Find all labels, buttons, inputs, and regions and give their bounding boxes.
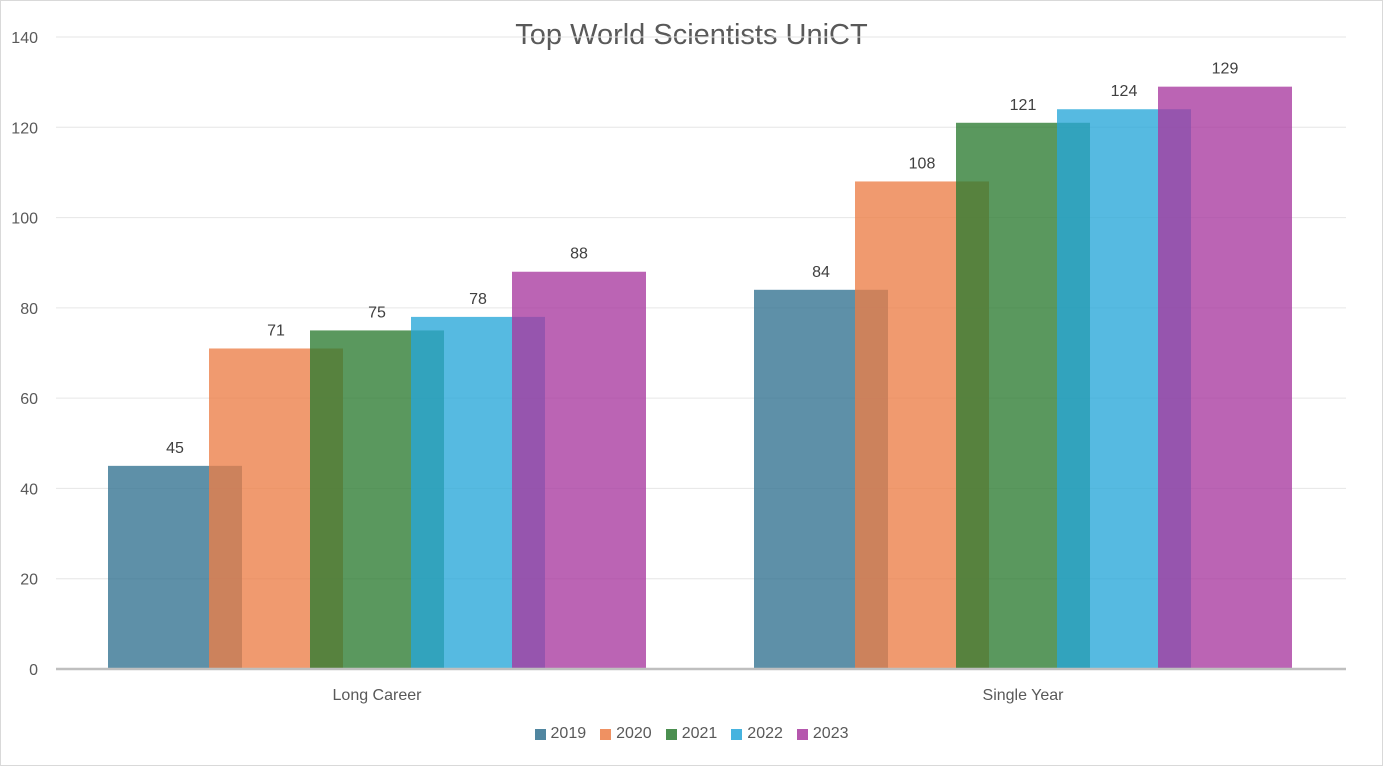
legend-item-2019: 2019 [534,725,587,743]
y-tick-label-120: 120 [11,120,38,137]
legend-item-2021: 2021 [665,725,718,743]
bar-long-career-2023 [512,271,646,669]
y-tick-label-140: 140 [11,30,38,47]
y-tick-label-60: 60 [20,391,38,408]
legend-label-2020: 2020 [616,725,652,742]
data-label-long-career-2023: 88 [570,246,588,263]
data-label-long-career-2019: 45 [166,440,184,457]
y-tick-label-100: 100 [11,211,38,228]
y-tick-label-40: 40 [20,481,38,498]
legend-swatch-2023 [796,728,808,740]
legend-label-2023: 2023 [812,725,849,742]
chart-title: Top World Scientists UniCT [515,19,868,51]
legend-label-2021: 2021 [681,725,718,742]
legend-swatch-2021 [665,728,677,740]
data-label-single-year-2019: 84 [812,264,830,281]
legend-item-2022: 2022 [731,725,783,743]
data-label-single-year-2020: 108 [909,155,936,172]
bar-single-year-2023 [1158,86,1292,669]
y-tick-label-80: 80 [20,301,38,318]
data-label-long-career-2020: 71 [267,322,285,339]
y-tick-label-0: 0 [29,662,38,679]
legend-swatch-2020 [600,728,612,740]
x-category-label-long-career: Long Career [333,687,423,704]
x-category-label-single-year: Single Year [983,687,1065,704]
legend-item-2023: 2023 [796,725,849,743]
legend-label-2022: 2022 [747,725,783,742]
data-label-long-career-2022: 78 [469,291,487,308]
data-label-single-year-2021: 121 [1010,97,1037,114]
legend-item-2020: 2020 [600,725,652,743]
legend-swatch-2019 [534,728,546,740]
legend-swatch-2022 [731,728,743,740]
legend-label-2019: 2019 [550,725,587,742]
data-label-single-year-2023: 129 [1212,61,1239,78]
y-tick-label-20: 20 [20,572,38,589]
legend: 2019 2020 2021 2022 2023 [1,725,1382,743]
data-label-long-career-2021: 75 [368,304,386,321]
data-label-single-year-2022: 124 [1111,83,1138,100]
